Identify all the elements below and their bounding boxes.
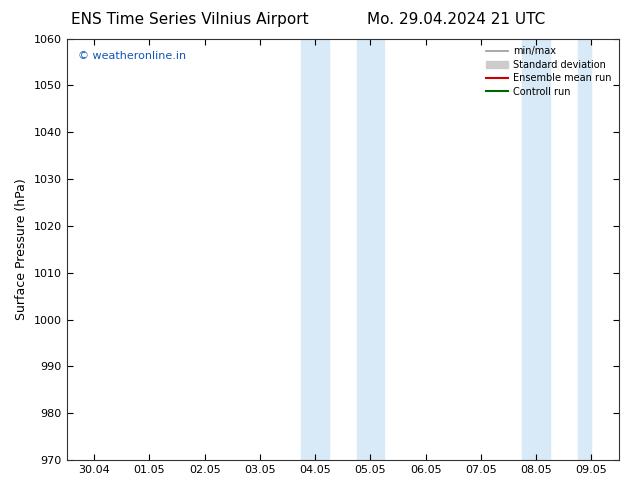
Bar [522,39,550,460]
Y-axis label: Surface Pressure (hPa): Surface Pressure (hPa) [15,178,28,320]
Text: ENS Time Series Vilnius Airport: ENS Time Series Vilnius Airport [72,12,309,27]
Bar [578,39,592,460]
Legend: min/max, Standard deviation, Ensemble mean run, Controll run: min/max, Standard deviation, Ensemble me… [484,44,614,99]
Bar [356,39,384,460]
Bar [301,39,329,460]
Text: © weatheronline.in: © weatheronline.in [77,51,186,61]
Text: Mo. 29.04.2024 21 UTC: Mo. 29.04.2024 21 UTC [367,12,546,27]
